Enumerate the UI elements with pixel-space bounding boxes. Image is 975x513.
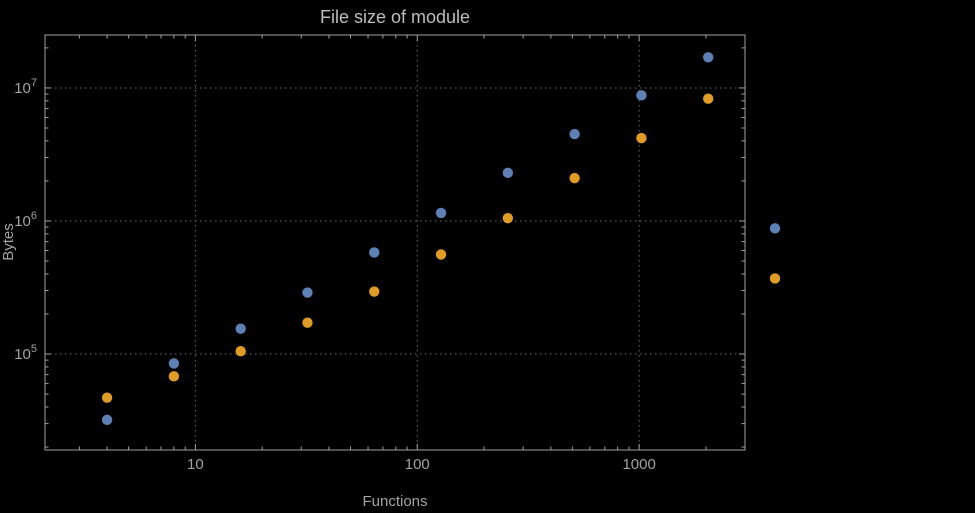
data-point-series-blue <box>101 414 113 426</box>
y-tick-label: 105 <box>14 343 37 363</box>
x-tick-label: 1000 <box>622 456 655 473</box>
data-point-series-blue <box>235 323 246 334</box>
data-point-series-orange <box>302 317 313 328</box>
y-tick-labels: 105 106 107 <box>14 77 37 363</box>
data-point-series-blue <box>636 90 647 101</box>
plot-frame <box>44 34 746 451</box>
gridlines <box>45 35 745 450</box>
data-point-series-orange <box>769 273 781 284</box>
data-point-series-blue <box>435 207 447 219</box>
y-tick-label: 106 <box>14 210 37 230</box>
data-point-series-blue <box>369 247 380 258</box>
data-point-series-blue <box>569 128 580 140</box>
data-point-series-orange <box>168 371 180 382</box>
data-point-series-orange <box>369 286 380 297</box>
x-tick-labels: 10 100 1000 <box>187 456 656 473</box>
data-point-series-orange <box>569 172 580 184</box>
data-point-series-blue <box>703 52 714 63</box>
data-point-series-orange <box>235 346 246 357</box>
data-point-series-orange <box>435 249 447 260</box>
x-axis-label: Functions <box>362 493 427 510</box>
data-point-series-blue <box>502 167 514 179</box>
x-tick-label: 10 <box>187 456 204 473</box>
data-point-series-blue <box>302 287 313 298</box>
data-point-series-orange <box>502 212 514 224</box>
y-axis-label: Bytes <box>0 223 17 261</box>
chart-title: File size of module <box>320 7 470 27</box>
data-point-series-blue <box>769 223 781 234</box>
data-point-series-blue <box>168 358 180 369</box>
data-point-series-orange <box>703 93 714 104</box>
y-tick-label: 107 <box>14 77 37 97</box>
data-point-series-orange <box>636 132 647 144</box>
axis-ticks <box>45 35 745 450</box>
x-tick-label: 100 <box>405 456 430 473</box>
data-point-series-orange <box>101 392 113 403</box>
data-points <box>101 52 781 426</box>
